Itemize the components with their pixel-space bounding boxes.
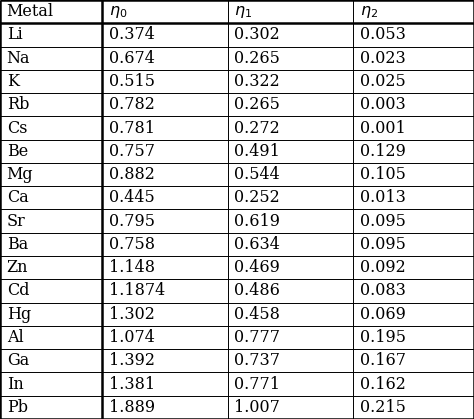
Text: 0.758: 0.758: [109, 236, 155, 253]
Text: Cd: Cd: [7, 282, 29, 300]
Text: 0.083: 0.083: [360, 282, 406, 300]
Text: 0.053: 0.053: [360, 26, 406, 44]
Text: Hg: Hg: [7, 306, 31, 323]
Text: 0.782: 0.782: [109, 96, 155, 113]
Text: Li: Li: [7, 26, 22, 44]
Text: 0.025: 0.025: [360, 73, 406, 90]
Text: 0.781: 0.781: [109, 119, 155, 137]
Text: 0.069: 0.069: [360, 306, 406, 323]
Text: 1.381: 1.381: [109, 375, 155, 393]
Text: 0.619: 0.619: [234, 212, 280, 230]
Text: 0.674: 0.674: [109, 50, 155, 67]
Text: Metal: Metal: [7, 3, 54, 20]
Text: 0.167: 0.167: [360, 352, 406, 369]
Text: 1.148: 1.148: [109, 259, 155, 276]
Text: Be: Be: [7, 143, 28, 160]
Text: $\eta_0$: $\eta_0$: [109, 3, 127, 20]
Text: 0.544: 0.544: [234, 166, 280, 183]
Text: $\eta_2$: $\eta_2$: [360, 3, 378, 20]
Text: Na: Na: [7, 50, 30, 67]
Text: 0.445: 0.445: [109, 189, 155, 207]
Text: 0.001: 0.001: [360, 119, 406, 137]
Text: 0.737: 0.737: [234, 352, 280, 369]
Text: In: In: [7, 375, 23, 393]
Text: Al: Al: [7, 329, 23, 346]
Text: Pb: Pb: [7, 399, 27, 416]
Text: 0.302: 0.302: [234, 26, 280, 44]
Text: Sr: Sr: [7, 212, 26, 230]
Text: 0.129: 0.129: [360, 143, 406, 160]
Text: 0.491: 0.491: [234, 143, 280, 160]
Text: Zn: Zn: [7, 259, 28, 276]
Text: 1.392: 1.392: [109, 352, 155, 369]
Text: 1.302: 1.302: [109, 306, 155, 323]
Text: 0.322: 0.322: [234, 73, 280, 90]
Text: 0.458: 0.458: [234, 306, 280, 323]
Text: 0.757: 0.757: [109, 143, 155, 160]
Text: 0.162: 0.162: [360, 375, 406, 393]
Text: 0.795: 0.795: [109, 212, 155, 230]
Text: $\eta_1$: $\eta_1$: [234, 3, 252, 20]
Text: 0.252: 0.252: [234, 189, 280, 207]
Text: 0.272: 0.272: [234, 119, 280, 137]
Text: 0.374: 0.374: [109, 26, 155, 44]
Text: 0.486: 0.486: [234, 282, 280, 300]
Text: 0.634: 0.634: [234, 236, 280, 253]
Text: 0.882: 0.882: [109, 166, 155, 183]
Text: 1.074: 1.074: [109, 329, 155, 346]
Text: Rb: Rb: [7, 96, 29, 113]
Text: 0.095: 0.095: [360, 212, 406, 230]
Text: 0.265: 0.265: [234, 96, 280, 113]
Text: Ba: Ba: [7, 236, 28, 253]
Text: 0.195: 0.195: [360, 329, 406, 346]
Text: 0.092: 0.092: [360, 259, 406, 276]
Text: Cs: Cs: [7, 119, 27, 137]
Text: 0.469: 0.469: [234, 259, 280, 276]
Text: 1.1874: 1.1874: [109, 282, 165, 300]
Text: 0.013: 0.013: [360, 189, 406, 207]
Text: 0.105: 0.105: [360, 166, 406, 183]
Text: 1.007: 1.007: [234, 399, 280, 416]
Text: 0.771: 0.771: [234, 375, 280, 393]
Text: 1.889: 1.889: [109, 399, 155, 416]
Text: 0.003: 0.003: [360, 96, 406, 113]
Text: 0.777: 0.777: [234, 329, 280, 346]
Text: 0.215: 0.215: [360, 399, 406, 416]
Text: 0.265: 0.265: [234, 50, 280, 67]
Text: Mg: Mg: [7, 166, 33, 183]
Text: 0.515: 0.515: [109, 73, 155, 90]
Text: Ga: Ga: [7, 352, 29, 369]
Text: Ca: Ca: [7, 189, 28, 207]
Text: 0.023: 0.023: [360, 50, 406, 67]
Text: K: K: [7, 73, 18, 90]
Text: 0.095: 0.095: [360, 236, 406, 253]
